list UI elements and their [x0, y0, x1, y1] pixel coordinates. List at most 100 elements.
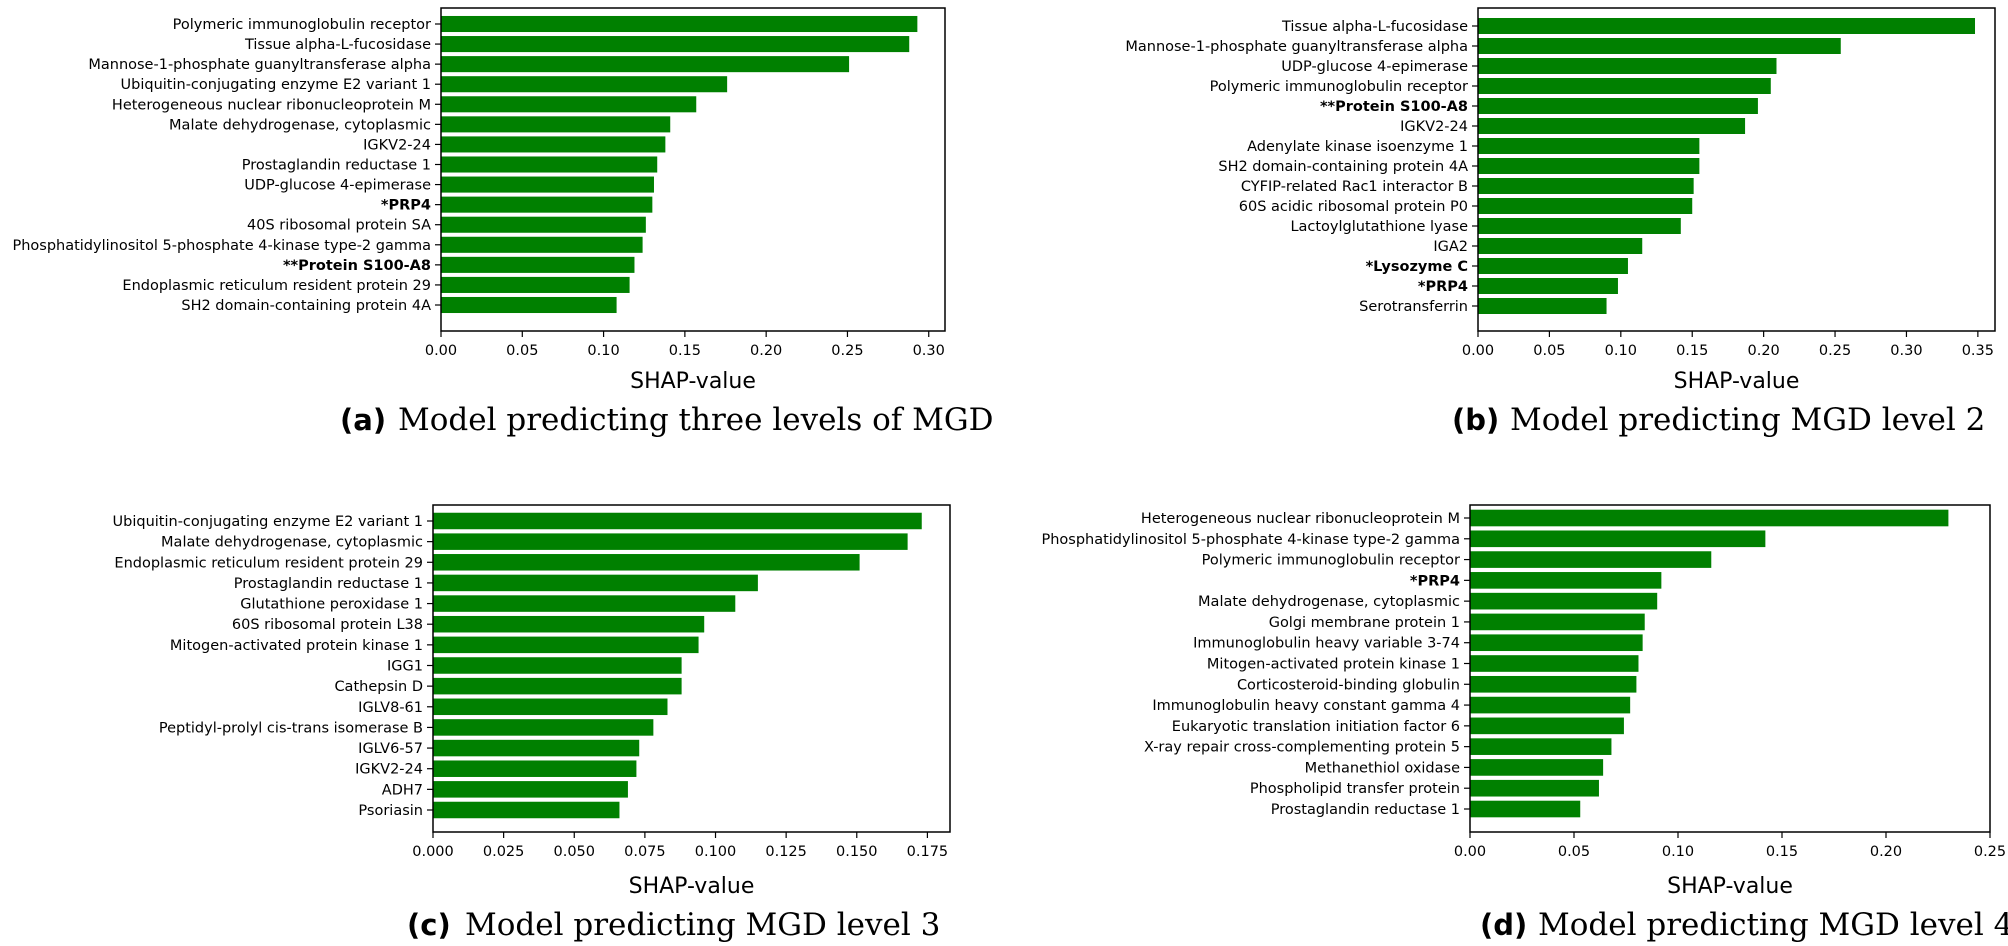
panel-3-bar-6 [1470, 634, 1643, 652]
panel-3-bar-4 [1470, 592, 1658, 610]
panel-1-xtick-label-2: 0.10 [1605, 343, 1637, 359]
panel-0-bar-1 [441, 36, 910, 53]
panel-0-xtick-label-3: 0.15 [669, 343, 701, 359]
panel-1-bar-10 [1478, 218, 1681, 234]
panel-0-bar-2 [441, 56, 850, 73]
panel-1-frame [1477, 7, 1996, 332]
panel-1-xlabel: SHAP-value [1674, 369, 1800, 394]
panel-0-xtick-label-1: 0.05 [506, 343, 538, 359]
panel-2-caption: Model predicting MGD level 3 [465, 907, 940, 943]
panel-3-category-label-12: Methanethiol oxidase [1305, 760, 1460, 776]
panel-1-bar-0 [1478, 18, 1976, 34]
panel-2-category-label-7: IGG1 [387, 659, 423, 675]
panel-2-category-label-10: Peptidyl-prolyl cis-trans isomerase B [159, 720, 423, 736]
panel-1-bar-5 [1478, 118, 1746, 134]
panel-0-bar-13 [441, 276, 630, 293]
panel-2-bar-6 [433, 636, 699, 654]
panel-3-bar-8 [1470, 675, 1637, 693]
panel-3-bar-7 [1470, 655, 1639, 672]
panel-1-category-label-3: Polymeric immunoglobulin receptor [1210, 79, 1468, 95]
panel-3-category-label-8: Corticosteroid-binding globulin [1237, 677, 1460, 693]
panel-2-xlabel: SHAP-value [629, 874, 755, 899]
panel-0-bar-12 [441, 256, 635, 273]
panel-1-category-label-9: 60S acidic ribosomal protein P0 [1239, 199, 1468, 215]
panel-3-category-label-6: Immunoglobulin heavy variable 3-74 [1193, 636, 1460, 652]
panel-0-frame [440, 7, 946, 332]
panel-1-bar-11 [1478, 238, 1643, 254]
panel-1-xtick-label-5: 0.25 [1819, 343, 1851, 359]
panel-2-bar-2 [433, 554, 860, 571]
panel-1-xtick-label-3: 0.15 [1676, 343, 1708, 359]
panel-2-bar-12 [433, 760, 637, 777]
panel-3-category-label-0: Heterogeneous nuclear ribonucleoprotein … [1141, 511, 1460, 527]
panel-1-category-label-10: Lactoylglutathione lyase [1290, 219, 1468, 235]
panel-1-bar-4 [1478, 98, 1758, 114]
panel-1-caption: Model predicting MGD level 2 [1510, 402, 1985, 438]
panel-0-category-label-8: UDP-glucose 4-epimerase [244, 178, 431, 194]
panel-2-bar-1 [433, 533, 908, 550]
panel-2-bar-7 [433, 657, 682, 674]
panel-1-bar-14 [1478, 298, 1607, 314]
panel-0-category-label-4: Heterogeneous nuclear ribonucleoprotein … [112, 97, 431, 113]
panel-3-xlabel: SHAP-value [1667, 874, 1793, 899]
panel-0-category-label-13: Endoplasmic reticulum resident protein 2… [122, 278, 431, 294]
panel-2-category-label-14: Psoriasin [358, 803, 423, 819]
panel-0-bar-8 [441, 176, 654, 193]
panel-0-bar-10 [441, 216, 646, 233]
panel-3-xtick-label-2: 0.10 [1662, 844, 1694, 860]
panel-2-category-label-6: Mitogen-activated protein kinase 1 [170, 638, 423, 654]
panel-2-xtick-label-3: 0.075 [624, 844, 666, 860]
panel-2-category-label-3: Prostaglandin reductase 1 [234, 576, 423, 592]
panel-0-category-label-5: Malate dehydrogenase, cytoplasmic [169, 117, 431, 133]
panel-3-category-label-7: Mitogen-activated protein kinase 1 [1207, 657, 1460, 673]
panel-2-category-label-2: Endoplasmic reticulum resident protein 2… [114, 555, 423, 571]
panel-3-bar-5 [1470, 613, 1645, 631]
panel-2-category-label-11: IGLV6-57 [358, 741, 423, 757]
panel-2-bar-10 [433, 719, 654, 736]
panel-0-bar-14 [441, 296, 617, 314]
panel-0-category-label-10: 40S ribosomal protein SA [247, 218, 431, 234]
panel-1-xtick-label-1: 0.05 [1533, 343, 1565, 359]
panel-1-letter: (b) [1452, 403, 1499, 437]
panel-1-category-label-7: SH2 domain-containing protein 4A [1218, 159, 1468, 175]
panel-1-category-label-5: IGKV2-24 [1400, 119, 1468, 135]
panel-0-bar-4 [441, 96, 697, 113]
panel-3-caption: Model predicting MGD level 4 [1538, 907, 2008, 943]
panel-3-letter: (d) [1480, 908, 1527, 942]
panel-2-category-label-1: Malate dehydrogenase, cytoplasmic [161, 535, 423, 551]
panel-0-xtick-label-2: 0.10 [587, 343, 619, 359]
panel-1-category-label-4: **Protein S100-A8 [1320, 99, 1468, 115]
panel-0-bar-5 [441, 116, 671, 133]
panel-0-bar-3 [441, 76, 728, 93]
panel-0-category-label-2: Mannose-1-phosphate guanyltransferase al… [88, 57, 431, 73]
panel-1-category-label-6: Adenylate kinase isoenzyme 1 [1247, 139, 1468, 155]
panel-0-category-label-12: **Protein S100-A8 [283, 258, 431, 274]
panel-0-caption: Model predicting three levels of MGD [398, 402, 993, 438]
panel-3-bar-10 [1470, 717, 1624, 735]
panel-2-category-label-0: Ubiquitin-conjugating enzyme E2 variant … [113, 514, 423, 530]
panel-1-category-label-11: IGA2 [1433, 239, 1468, 255]
panel-1-bar-12 [1478, 258, 1628, 274]
panel-0-category-label-9: *PRP4 [381, 198, 431, 214]
panel-3-category-label-10: Eukaryotic translation initiation factor… [1172, 719, 1460, 735]
panel-3-xtick-label-3: 0.15 [1766, 844, 1798, 860]
panel-2-bar-0 [433, 512, 922, 530]
panel-0-category-label-7: Prostaglandin reductase 1 [242, 158, 431, 174]
panel-1-category-label-8: CYFIP-related Rac1 interactor B [1241, 179, 1468, 195]
panel-1-category-label-1: Mannose-1-phosphate guanyltransferase al… [1125, 39, 1468, 55]
panel-3-xtick-label-0: 0.00 [1454, 844, 1486, 860]
panel-2-bar-4 [433, 595, 736, 612]
panel-3-bar-1 [1470, 530, 1766, 548]
panel-3-bar-11 [1470, 738, 1612, 755]
panel-3-category-label-5: Golgi membrane protein 1 [1269, 615, 1460, 631]
panel-3-bar-3 [1470, 572, 1662, 589]
panel-2-category-label-13: ADH7 [382, 782, 423, 798]
panel-3-xtick-label-5: 0.25 [1974, 844, 2006, 860]
panel-0-xlabel: SHAP-value [630, 369, 756, 394]
panel-0-category-label-1: Tissue alpha-L-fucosidase [244, 37, 431, 53]
panel-2-bar-5 [433, 615, 705, 633]
panel-3-category-label-2: Polymeric immunoglobulin receptor [1202, 553, 1460, 569]
panel-0-bar-11 [441, 236, 643, 253]
panel-0-letter: (a) [340, 403, 386, 437]
panel-3-bar-9 [1470, 696, 1631, 714]
